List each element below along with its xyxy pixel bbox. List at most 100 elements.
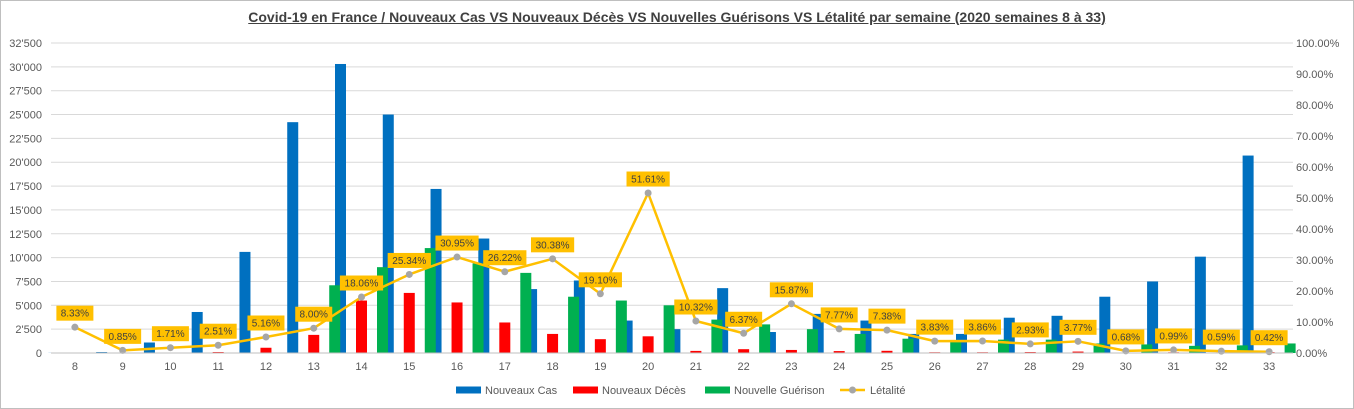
data-label: 6.37%	[729, 315, 757, 326]
bar-0-24	[812, 313, 824, 353]
bar-2-26	[950, 340, 962, 353]
x-tick-label: 25	[881, 361, 893, 373]
x-tick-label: 26	[929, 361, 941, 373]
data-label: 30.95%	[440, 239, 474, 250]
data-label-bg	[483, 250, 527, 266]
y-right-tick-label: 80.00%	[1296, 100, 1334, 112]
letalite-point	[262, 333, 270, 341]
data-label-bg	[578, 272, 622, 288]
data-label-bg	[1155, 328, 1193, 344]
letalite-point	[979, 337, 986, 345]
bar-0-32	[1194, 256, 1206, 353]
letalite-point	[835, 325, 843, 333]
legend-swatch-0	[456, 386, 481, 394]
data-label: 3.77%	[1064, 323, 1092, 334]
x-tick-label: 14	[355, 361, 367, 373]
y-left-tick-label: 20'000	[9, 157, 42, 169]
legend-label-2: Nouvelle Guérison	[734, 385, 825, 397]
data-label-bg	[1059, 319, 1097, 335]
letalite-point	[71, 323, 79, 331]
axis-layer: 0 2'500 5'000 7'500 10'000 12'500 15'000 17'500…	[9, 38, 1339, 373]
data-label: 7.77%	[825, 310, 853, 321]
bar-0-18	[526, 289, 538, 353]
bar-0-31	[1147, 281, 1159, 353]
x-tick-label: 29	[1072, 361, 1084, 373]
bar-2-22	[759, 324, 771, 353]
bar-0-27	[956, 333, 967, 353]
bar-0-19	[573, 280, 585, 353]
y-right-tick-label: 50.00%	[1296, 193, 1334, 205]
data-label: 0.99%	[1159, 331, 1187, 342]
letalite-point	[405, 270, 413, 278]
bar-0-20	[621, 320, 633, 353]
data-label-bg	[247, 315, 285, 331]
x-tick-label: 13	[308, 361, 320, 373]
data-label: 8.33%	[61, 309, 89, 320]
x-tick-label: 18	[546, 361, 558, 373]
data-label: 0.59%	[1207, 333, 1235, 344]
letalite-point	[1026, 340, 1034, 348]
data-label: 3.86%	[968, 323, 996, 334]
data-label-bg	[1011, 322, 1049, 338]
y-left-tick-label: 32'500	[9, 38, 42, 50]
data-label: 5.16%	[252, 319, 280, 330]
x-tick-label: 12	[260, 361, 272, 373]
data-label-bg	[295, 306, 333, 322]
bar-0-13	[287, 122, 299, 354]
x-tick-label: 19	[594, 361, 606, 373]
y-right-tick-label: 100.00%	[1296, 38, 1340, 50]
bar-0-23	[764, 332, 776, 353]
legend-label-1: Nouveaux Décès	[602, 385, 686, 397]
data-label: 8.00%	[300, 310, 328, 321]
y-left-tick-label: 25'000	[9, 110, 42, 122]
x-tick-label: 9	[120, 361, 126, 373]
bar-1-16	[451, 302, 463, 353]
letalite-point	[1074, 337, 1082, 345]
bar-1-13	[308, 334, 320, 353]
letalite-point	[883, 326, 891, 334]
data-label: 3.83%	[921, 323, 949, 334]
bar-2-17	[520, 272, 532, 353]
letalite-point	[692, 317, 700, 325]
bar-0-17	[478, 238, 490, 353]
letalite-point	[358, 293, 365, 301]
x-tick-label: 8	[72, 361, 78, 373]
x-tick-label: 33	[1263, 361, 1275, 373]
y-left-tick-label: 27'500	[9, 86, 42, 98]
letalite-point	[214, 341, 222, 349]
x-tick-label: 27	[976, 361, 988, 373]
bar-2-25	[902, 338, 914, 353]
bar-2-30	[1141, 344, 1153, 353]
y-left-tick-label: 10'000	[9, 253, 42, 265]
bar-1-18	[547, 333, 559, 353]
data-label: 19.10%	[583, 275, 617, 286]
bar-2-20	[663, 305, 675, 353]
bar-1-15	[403, 292, 415, 353]
y-left-tick-label: 12'500	[9, 229, 42, 241]
bar-0-16	[430, 188, 442, 353]
legend-layer: Nouveaux Cas Nouveaux Décès Nouvelle Guéri…	[456, 385, 905, 397]
data-label-bg	[1107, 329, 1145, 345]
data-label-bg	[916, 319, 954, 335]
letalite-point	[310, 324, 318, 332]
bar-1-25	[881, 350, 893, 353]
y-right-tick-label: 10.00%	[1296, 317, 1334, 329]
letalite-point	[596, 290, 604, 298]
legend-label-0: Nouveaux Cas	[485, 385, 558, 397]
letalite-point	[166, 344, 174, 352]
data-label: 0.85%	[108, 332, 136, 343]
data-label: 1.71%	[156, 329, 184, 340]
data-label: 51.61%	[631, 175, 665, 186]
bar-2-29	[1093, 343, 1105, 353]
bar-0-30	[1099, 296, 1111, 353]
letalite-point	[501, 268, 509, 276]
bar-0-12	[239, 251, 251, 353]
x-tick-label: 22	[738, 361, 750, 373]
bar-1-17	[499, 322, 511, 353]
chart-title: Covid-19 en France / Nouveaux Cas VS Nou…	[248, 9, 1106, 25]
bar-2-23	[806, 329, 818, 353]
x-tick-label: 15	[403, 361, 415, 373]
bar-2-28	[1045, 339, 1057, 353]
letalite-point	[740, 329, 748, 337]
x-tick-label: 10	[164, 361, 176, 373]
